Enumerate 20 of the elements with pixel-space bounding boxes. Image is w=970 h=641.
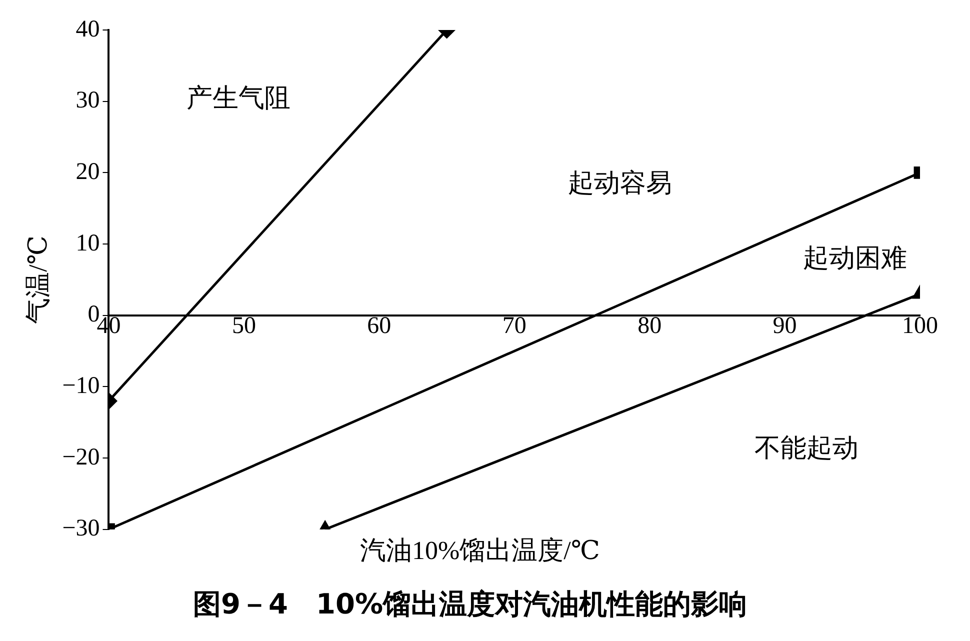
y-tick-label: 10	[76, 230, 100, 256]
x-axis-title: 汽油10%馏出温度/℃	[360, 536, 600, 565]
annotation: 不能起动	[754, 433, 858, 462]
text: 图9－4 10%馏出温度对汽油机性能的影响	[193, 587, 747, 620]
x-tick-label: 70	[502, 313, 526, 340]
y-tick-label: −30	[62, 516, 100, 542]
x-tick-label: 90	[772, 313, 797, 340]
x-tick-label: 100	[902, 313, 938, 340]
x-tick-label: 80	[638, 313, 662, 340]
y-axis-title: 气温/℃	[23, 236, 52, 324]
annotation: 起动困难	[803, 244, 908, 273]
annotation: 产生气阻	[186, 84, 291, 113]
x-tick-label: 50	[232, 313, 256, 340]
y-tick-label: 30	[76, 88, 100, 114]
y-tick-label: 20	[76, 158, 100, 185]
y-tick-label: 40	[76, 16, 100, 42]
y-tick-label: −20	[62, 444, 100, 470]
annotation: 起动容易	[568, 168, 672, 198]
y-tick-label: −10	[62, 373, 100, 400]
x-tick-label: 60	[367, 313, 392, 340]
